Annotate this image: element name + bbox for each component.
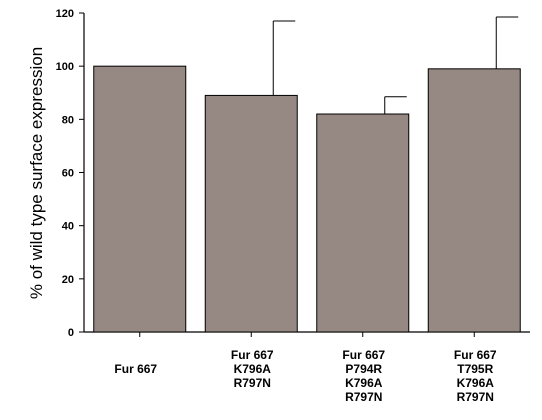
category-label: K796A xyxy=(345,376,383,390)
bar xyxy=(427,68,521,333)
category-label: R797N xyxy=(345,390,382,404)
y-tick-label: 40 xyxy=(62,221,74,233)
category-label: T795R xyxy=(457,362,493,376)
bars-group xyxy=(93,65,521,333)
error-bars-group xyxy=(272,16,519,115)
category-label: K796A xyxy=(234,362,272,376)
bar xyxy=(93,65,187,333)
category-label: Fur 667 xyxy=(114,362,157,376)
y-axis-label: % of wild type surface expression xyxy=(27,47,46,299)
category-label: Fur 667 xyxy=(454,348,497,362)
y-tick-label: 0 xyxy=(68,327,74,339)
y-ticks-group: 0 20 40 60 80 100 120 xyxy=(56,8,84,339)
category-label: R797N xyxy=(234,376,271,390)
category-label: Fur 667 xyxy=(342,348,385,362)
bar xyxy=(316,113,410,333)
y-tick-label: 60 xyxy=(62,168,74,180)
y-tick-label: 80 xyxy=(62,114,74,126)
y-tick-label: 120 xyxy=(56,8,74,20)
y-tick-label: 20 xyxy=(62,274,74,286)
y-tick-label: 100 xyxy=(56,61,74,73)
category-label: Fur 667 xyxy=(231,348,274,362)
bar xyxy=(204,94,298,333)
category-label: P794R xyxy=(345,362,382,376)
category-label: K796A xyxy=(457,376,495,390)
category-label: R797N xyxy=(457,390,494,404)
